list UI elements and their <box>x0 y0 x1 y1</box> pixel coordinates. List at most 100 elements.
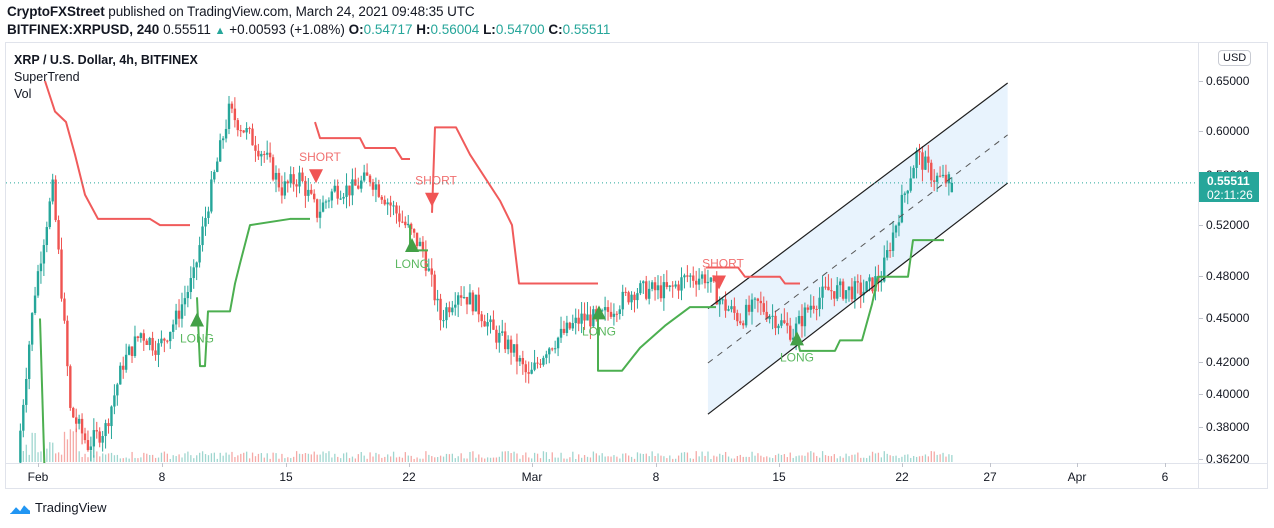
legend-volume[interactable]: Vol <box>14 87 32 101</box>
volume-bar <box>730 458 733 462</box>
legend-supertrend[interactable]: SuperTrend <box>14 70 80 84</box>
y-tick <box>1199 427 1203 428</box>
chart-plot-area[interactable]: LONG SHORT LONG SHORT LONG SHORT LONG <box>6 43 1198 519</box>
volume-bar <box>860 457 862 462</box>
candle-body <box>142 333 145 341</box>
candle-body <box>180 304 184 319</box>
volume-bar <box>340 458 342 462</box>
y-tick <box>1199 318 1203 319</box>
volume-bar <box>736 456 739 462</box>
volume-bar <box>99 456 101 462</box>
volume-bar <box>254 456 257 462</box>
volume-bar <box>486 457 489 462</box>
candle-body <box>627 292 630 303</box>
volume-bar <box>510 453 512 462</box>
volume-bar <box>422 458 424 462</box>
currency-button[interactable]: USD <box>1218 50 1252 66</box>
candle-body <box>718 300 721 305</box>
candle-body <box>45 227 49 246</box>
volume-bar <box>328 451 330 462</box>
x-tick <box>990 463 991 467</box>
volume-bar <box>572 451 574 462</box>
volume-bar <box>713 455 715 462</box>
volume-bar <box>119 458 121 462</box>
candle-body <box>645 281 648 299</box>
volume-bar <box>128 458 130 462</box>
candle-body <box>950 182 954 193</box>
supertrend-downtrend-line <box>44 80 190 227</box>
candle-body <box>163 338 166 341</box>
volume-bar <box>260 453 263 462</box>
volume-bar <box>663 456 665 462</box>
volume-bar <box>351 456 354 462</box>
volume-bar <box>410 455 412 462</box>
candle-body <box>160 338 163 344</box>
volume-bar <box>160 452 163 462</box>
candle-body <box>36 271 40 296</box>
candle-body <box>885 250 889 258</box>
volume-bar <box>642 453 644 462</box>
candle-body <box>935 175 939 182</box>
volume-bar <box>407 455 409 462</box>
volume-bar <box>645 453 647 462</box>
candle-body <box>304 180 307 196</box>
candle-body <box>66 320 69 367</box>
candle-body <box>509 339 513 353</box>
long-signal-label: LONG <box>582 324 616 338</box>
x-label: Feb <box>27 470 49 484</box>
volume-bar <box>237 455 239 462</box>
volume-bar <box>907 454 909 462</box>
candle-body <box>630 294 633 303</box>
price-chart-svg[interactable]: LONG SHORT LONG SHORT LONG SHORT LONG <box>6 43 1198 519</box>
volume-bar <box>69 429 72 462</box>
candle-body <box>927 156 930 163</box>
candle-body <box>727 309 730 311</box>
volume-bar <box>789 452 791 462</box>
candle-body <box>195 262 198 268</box>
volume-bar <box>372 456 374 462</box>
tradingview-footer[interactable]: TradingView <box>9 500 107 515</box>
volume-bar <box>475 457 477 462</box>
volume-bar <box>525 452 527 462</box>
candle-body <box>204 217 207 227</box>
publisher-name[interactable]: CryptoFXStreet <box>7 4 105 19</box>
candle-body <box>213 171 216 180</box>
candle-body <box>894 225 898 233</box>
volume-bar <box>60 454 63 462</box>
volume-bar <box>448 454 451 462</box>
candle-body <box>853 281 857 300</box>
volume-bar <box>469 451 471 462</box>
volume-bar <box>533 452 536 462</box>
candle-body <box>116 384 119 396</box>
volume-bar <box>442 456 445 462</box>
legend-title[interactable]: XRP / U.S. Dollar, 4h, BITFINEX <box>14 53 198 67</box>
volume-bar <box>504 451 506 462</box>
volume-bar <box>857 452 859 462</box>
candle-body <box>421 241 425 251</box>
candle-body <box>292 174 295 185</box>
volume-bar <box>63 431 66 462</box>
candle-body <box>768 316 771 320</box>
x-label: 8 <box>158 470 166 484</box>
volume-bar <box>390 456 392 462</box>
volume-bar <box>771 458 774 462</box>
candle-body <box>451 307 454 313</box>
volume-bar <box>131 451 133 462</box>
candle-body <box>562 328 566 333</box>
volume-bar <box>87 457 89 462</box>
candle-body <box>333 185 336 192</box>
volume-bar <box>766 456 768 462</box>
volume-bar <box>375 452 377 462</box>
volume-bar <box>84 453 86 462</box>
candle-body <box>498 332 501 343</box>
volume-bar <box>942 452 944 462</box>
volume-bar <box>222 455 224 462</box>
candle-body <box>603 307 607 311</box>
volume-bar <box>78 451 80 462</box>
candle-body <box>891 232 895 251</box>
volume-bar <box>395 457 398 462</box>
volume-bar <box>178 454 180 462</box>
volume-bar <box>666 458 668 462</box>
candle-body <box>694 280 698 285</box>
volume-bar <box>413 458 415 462</box>
